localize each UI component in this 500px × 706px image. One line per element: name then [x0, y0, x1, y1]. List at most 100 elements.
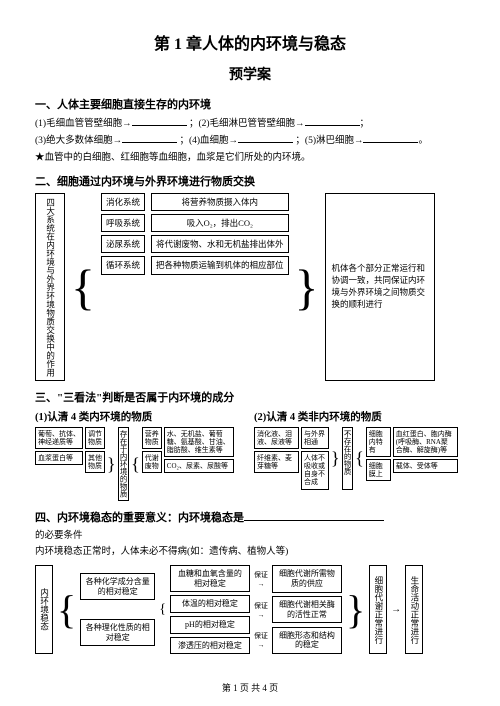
mid-box: 存在于内环境的物质 — [118, 427, 130, 501]
mini-col: 消化液、泪液、尿液等 纤维素、麦芽糖等 — [254, 427, 299, 489]
sec1-l2a: (3)绝大多数体细胞→ — [35, 136, 122, 146]
flow-left: 内环境稳态 — [35, 565, 53, 654]
arrow-label: 保证→ — [254, 631, 268, 649]
flow-e: 生命活动正常进行 — [405, 565, 423, 654]
sec2-right-box: 机体各个部分正常运行和协调一致，共同保证内环境与外界环境之间物质交换的顺利进行 — [325, 193, 435, 382]
flow-e-text: 生命活动正常进行 — [409, 576, 418, 644]
brace: } — [107, 427, 116, 501]
sec4-flow: 内环境稳态 { 各种化学成分含量的相对稳定 各种理化性质的相对稳定 { 血糖和血… — [35, 565, 465, 654]
sec4-line: 内环境稳态正常时，人体未必不得病(如：遗传病、植物人等) — [35, 545, 465, 559]
sys-box: 泌尿系统 — [101, 235, 145, 253]
page-title: 第 1 章人体的内环境与稳态 — [35, 30, 465, 54]
desc-box: 将代谢废物、水和无机盐排出体外 — [151, 235, 289, 253]
mini-col: 营养物质 代谢废物 — [142, 427, 162, 501]
mini-box: 调节物质 — [85, 427, 105, 449]
mini-col: 细胞内特有 细胞膜上 — [366, 427, 391, 489]
flow-col-a: 各种化学成分含量的相对稳定 各种理化性质的相对稳定 — [80, 565, 155, 654]
mini-box: 消化液、泪液、尿液等 — [254, 427, 299, 449]
brace: } — [346, 565, 365, 654]
mini-box: 载体、受体等 — [393, 459, 458, 473]
fbox: pH的相对稳定 — [170, 616, 250, 634]
sec3-right: (2)认清 4 类非内环境的物质 消化液、泪液、尿液等 纤维素、麦芽糖等 与外界… — [254, 409, 465, 501]
sys-box: 消化系统 — [101, 193, 145, 211]
fbox: 各种化学成分含量的相对稳定 — [80, 573, 155, 600]
sec1-line2: (3)绝大多数体细胞→ ；(4)血细胞→ ；(5)淋巴细胞→。 — [35, 133, 465, 148]
sec3-left-diagram: 葡萄、抗体、神经递质等 血浆蛋白等 调节物质 其他物质 } 存在于内环境的物质 … — [35, 427, 246, 501]
brace: { — [131, 427, 140, 501]
sec2-left-text: 四大系统在内环境与外界环境物质交换中的作用 — [45, 198, 54, 377]
brace-left: { — [71, 193, 95, 382]
flow-col-b: 血糖和血氧含量的相对稳定 体温的相对稳定 pH的相对稳定 渗透压的相对稳定 — [170, 565, 250, 654]
brace-right: } — [295, 193, 319, 382]
mini-box: 与外界相通 — [301, 427, 329, 449]
sec3-left-head: (1)认清 4 类内环境的物质 — [35, 409, 246, 424]
brace: } — [331, 427, 340, 489]
blank — [132, 116, 187, 126]
sec1-l1a: (1)毛细血管管壁细胞→ — [35, 119, 132, 129]
mini-box: 血红蛋白、胞内酶(呼吸酶、RNA聚合酶、解旋酶)等 — [393, 427, 458, 457]
blank — [238, 133, 293, 143]
page-subtitle: 预学案 — [35, 64, 465, 84]
flow-d: 细胞代谢正常进行 — [369, 565, 387, 654]
arrow-label: 保证→ — [254, 601, 268, 619]
sec4-blank-label: 的必要条件 — [35, 529, 465, 543]
mini-box: 人体不吸收或自身不合成 — [301, 451, 329, 489]
sec1-head: 一、人体主要细胞直接生存的内环境 — [35, 96, 465, 112]
mini-col: 调节物质 其他物质 — [85, 427, 105, 501]
sec2-left-box: 四大系统在内环境与外界环境物质交换中的作用 — [35, 193, 65, 382]
desc-box: 吸入O₂，排出CO₂ — [151, 214, 289, 232]
desc-box: 把各种物质运输到机体的相应部位 — [151, 256, 289, 274]
page-footer: 第 1 页 共 4 页 — [0, 681, 500, 694]
sec2-diagram: 四大系统在内环境与外界环境物质交换中的作用 { 消化系统 呼吸系统 泌尿系统 循… — [35, 193, 465, 382]
sys-box: 呼吸系统 — [101, 214, 145, 232]
mini-box: 细胞膜上 — [366, 459, 391, 481]
arrow: → — [391, 565, 401, 654]
arrow-col: 保证→ 保证→ 保证→ — [254, 565, 268, 654]
mid-box: 不存在的物质 — [342, 427, 354, 489]
sec2-desc-col: 将营养物质摄入体内 吸入O₂，排出CO₂ 将代谢废物、水和无机盐排出体外 把各种… — [151, 193, 289, 382]
mini-col: 与外界相通 人体不吸收或自身不合成 — [301, 427, 329, 489]
mini-box: 纤维素、麦芽糖等 — [254, 451, 299, 473]
sys-box: 循环系统 — [101, 256, 145, 274]
fbox: 体温的相对稳定 — [170, 595, 250, 613]
sec4-head-a: 四、内环境稳态的重要意义： — [35, 512, 178, 524]
sec3-left: (1)认清 4 类内环境的物质 葡萄、抗体、神经递质等 血浆蛋白等 调节物质 其… — [35, 409, 246, 501]
fbox: 渗透压的相对稳定 — [170, 637, 250, 655]
brace: { — [355, 427, 364, 489]
mini-box: 其他物质 — [85, 451, 105, 473]
sec3-right-diagram: 消化液、泪液、尿液等 纤维素、麦芽糖等 与外界相通 人体不吸收或自身不合成 } … — [254, 427, 465, 489]
mini-box: 营养物质 — [142, 427, 162, 449]
mini-col: 血红蛋白、胞内酶(呼吸酶、RNA聚合酶、解旋酶)等 载体、受体等 — [393, 427, 458, 489]
sec2-head: 二、细胞通过内环境与外界环境进行物质交换 — [35, 173, 465, 189]
mini-box: 水、无机盐、葡萄糖、氨基酸、甘油、脂肪酸、维生素等 — [164, 427, 234, 457]
mini-box: 细胞内特有 — [366, 427, 391, 457]
fbox: 各种理化性质的相对稳定 — [80, 619, 155, 646]
blank — [244, 511, 384, 521]
flow-d-text: 细胞代谢正常进行 — [373, 576, 382, 644]
sec1-l2c: ；(5)淋巴细胞→ — [295, 136, 363, 146]
mini-col: 水、无机盐、葡萄糖、氨基酸、甘油、脂肪酸、维生素等 CO₂、尿素、尿酸等 — [164, 427, 234, 501]
blank — [122, 133, 177, 143]
sec4-head-b: 内环境稳态是 — [178, 512, 244, 524]
sec1-l1b: ；(2)毛细淋巴管管壁细胞→ — [189, 119, 305, 129]
blank — [305, 116, 360, 126]
blank — [363, 133, 418, 143]
mini-box: 代谢废物 — [142, 451, 162, 473]
fbox: 细胞代谢相关酶的活性正常 — [272, 596, 342, 623]
sec3-head: 三、"三看法"判断是否属于内环境的成分 — [35, 389, 465, 405]
mini-box: CO₂、尿素、尿酸等 — [164, 459, 234, 473]
sec3-two-col: (1)认清 4 类内环境的物质 葡萄、抗体、神经递质等 血浆蛋白等 调节物质 其… — [35, 409, 465, 501]
mini-box: 血浆蛋白等 — [35, 451, 83, 465]
sec1-line1: (1)毛细血管管壁细胞→ ；(2)毛细淋巴管管壁细胞→； — [35, 116, 465, 131]
sec2-sys-col: 消化系统 呼吸系统 泌尿系统 循环系统 — [101, 193, 145, 382]
mini-col: 葡萄、抗体、神经递质等 血浆蛋白等 — [35, 427, 83, 501]
sec1-star: ★血管中的白细胞、红细胞等血细胞，血浆是它们所处的内环境。 — [35, 151, 465, 165]
brace-col: { — [159, 565, 166, 654]
brace: { — [57, 565, 76, 654]
sec3-right-head: (2)认清 4 类非内环境的物质 — [254, 409, 465, 424]
fbox: 细胞代谢所需物质的供应 — [272, 565, 342, 592]
mini-box: 葡萄、抗体、神经递质等 — [35, 427, 83, 449]
sec1-l2b: ；(4)血细胞→ — [179, 136, 238, 146]
sec4-head: 四、内环境稳态的重要意义：内环境稳态是 — [35, 509, 465, 525]
flow-col-c: 细胞代谢所需物质的供应 细胞代谢相关酶的活性正常 细胞形态和结构的稳定 — [272, 565, 342, 654]
